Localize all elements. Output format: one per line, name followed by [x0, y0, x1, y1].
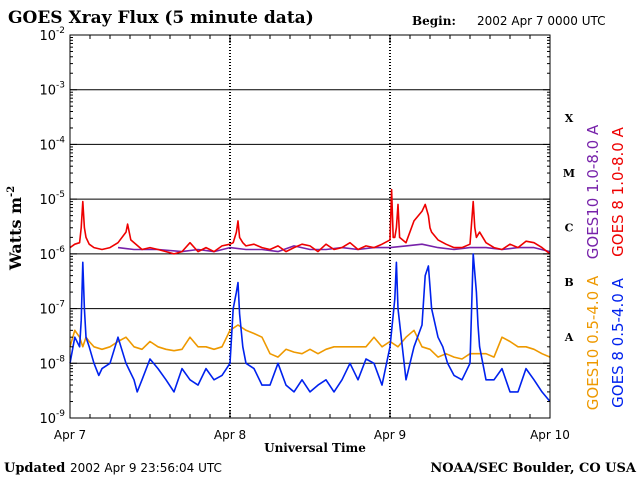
- y-tick-label: 10-6: [39, 245, 65, 263]
- y-tick-label-sup: -9: [56, 409, 65, 419]
- x-tick-label: Apr 10: [530, 428, 570, 442]
- legend-goes8-short: GOES 8 0.5-4.0 A: [609, 277, 627, 407]
- y-axis-label: Watts m-2: [6, 186, 25, 271]
- y-tick-label-sup: -8: [56, 354, 65, 364]
- y-tick-label-base: 10: [39, 303, 56, 318]
- y-tick-label: 10-7: [39, 300, 65, 318]
- flare-class-label: X: [565, 112, 574, 125]
- flare-class-label: A: [564, 331, 574, 344]
- y-axis-label-sup: -2: [6, 186, 17, 197]
- y-tick-label-sup: -6: [56, 245, 65, 255]
- y-axis-label-text: Watts m: [6, 197, 25, 271]
- legend-goes10-short: GOES10 0.5-4.0 A: [584, 275, 602, 410]
- begin-value: 2002 Apr 7 0000 UTC: [477, 14, 606, 28]
- begin-label: Begin:: [412, 14, 456, 28]
- updated-label: Updated: [4, 461, 65, 476]
- legend-goes8-long: GOES 8 1.0-8.0 A: [609, 126, 627, 256]
- series-line-0: [69, 324, 551, 360]
- series-layer: [69, 188, 551, 403]
- y-tick-label-sup: -2: [56, 26, 65, 36]
- x-tick-label: Apr 8: [214, 428, 246, 442]
- source-credit: NOAA/SEC Boulder, CO USA: [430, 461, 637, 476]
- flare-class-label: C: [565, 222, 574, 235]
- y-tick-label-sup: -5: [56, 190, 65, 200]
- x-tick-label: Apr 7: [54, 428, 86, 442]
- y-tick-label: 10-5: [39, 190, 65, 208]
- y-tick-label-base: 10: [39, 357, 56, 372]
- y-tick-label-sup: -7: [56, 300, 65, 310]
- y-tick-label-base: 10: [39, 193, 56, 208]
- y-tick-label-sup: -3: [56, 81, 65, 91]
- y-tick-label-base: 10: [39, 29, 56, 44]
- series-line-3: [69, 188, 551, 255]
- flare-class-label: M: [563, 167, 575, 180]
- chart-title: GOES Xray Flux (5 minute data): [8, 8, 314, 28]
- y-tick-label-base: 10: [39, 248, 56, 263]
- y-tick-label: 10-9: [39, 409, 65, 427]
- legend-goes10-long: GOES10 1.0-8.0 A: [584, 124, 602, 259]
- y-tick-label: 10-2: [39, 26, 65, 44]
- y-tick-label-base: 10: [39, 84, 56, 99]
- y-tick-label-sup: -4: [56, 135, 65, 145]
- y-tick-label: 10-4: [39, 135, 65, 153]
- y-tick-label: 10-8: [39, 354, 65, 372]
- flare-class-label: B: [564, 276, 573, 289]
- grid-layer: [70, 35, 550, 418]
- series-line-1: [69, 253, 551, 403]
- x-axis-label: Universal Time: [264, 441, 366, 455]
- y-tick-label: 10-3: [39, 81, 65, 99]
- y-tick-label-base: 10: [39, 412, 56, 427]
- x-tick-label: Apr 9: [374, 428, 406, 442]
- updated-value: 2002 Apr 9 23:56:04 UTC: [70, 461, 222, 475]
- y-tick-label-base: 10: [39, 138, 56, 153]
